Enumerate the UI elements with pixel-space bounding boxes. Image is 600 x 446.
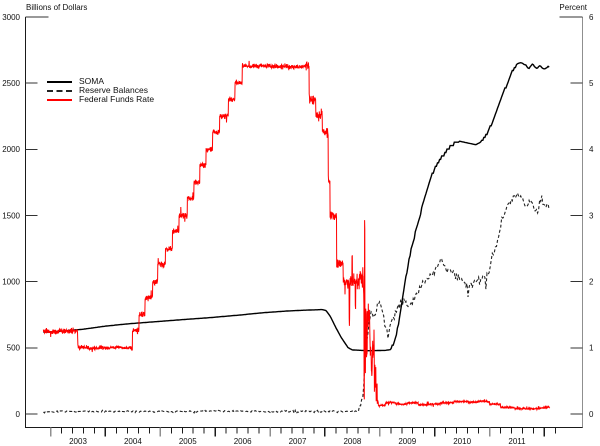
series-soma-line (43, 61, 550, 352)
x-year-label: 2008 (343, 437, 361, 446)
left-tick-label: 1000 (2, 277, 20, 286)
x-year-label: 2004 (124, 437, 142, 446)
series-reserve-balances-line (43, 191, 550, 415)
x-year-label: 2007 (289, 437, 307, 446)
x-year-label: 2005 (179, 437, 197, 446)
left-tick-label: 2000 (2, 145, 20, 154)
legend-item-federal-funds-rate: Federal Funds Rate (47, 95, 154, 104)
legend-label-soma: SOMA (79, 76, 105, 86)
legend: SOMA Reserve Balances Federal Funds Rate (47, 77, 154, 104)
axes (25, 16, 583, 437)
x-year-label: 2009 (398, 437, 416, 446)
right-tick-label: 5 (589, 79, 594, 88)
left-tick-label: 500 (7, 344, 21, 353)
x-year-label: 2006 (234, 437, 252, 446)
left-tick-label: 3000 (2, 13, 20, 22)
federal-funds-rate-line-swatch (47, 98, 72, 101)
reserve-balances-line-swatch (47, 89, 72, 92)
right-tick-label: 3 (589, 211, 594, 220)
x-year-label: 2010 (453, 437, 471, 446)
right-axis-title: Percent (559, 3, 587, 12)
left-tick-label: 2500 (2, 79, 20, 88)
right-tick-label: 4 (589, 145, 594, 154)
left-axis-title: Billions of Dollars (26, 3, 88, 12)
left-tick-label: 0 (16, 410, 21, 419)
x-year-label: 2011 (508, 437, 526, 446)
series-federal-funds-rate-line (42, 60, 551, 412)
soma-line-swatch (47, 80, 72, 83)
right-tick-label: 2 (589, 277, 594, 286)
legend-item-soma: SOMA (47, 77, 154, 86)
right-tick-label: 0 (589, 410, 594, 419)
right-tick-label: 1 (589, 344, 594, 353)
legend-label-reserve-balances: Reserve Balances (79, 85, 148, 95)
legend-label-federal-funds-rate: Federal Funds Rate (79, 94, 155, 104)
x-year-label: 2003 (69, 437, 87, 446)
legend-item-reserve-balances: Reserve Balances (47, 86, 154, 95)
left-tick-label: 1500 (2, 211, 20, 220)
right-tick-label: 6 (589, 13, 594, 22)
